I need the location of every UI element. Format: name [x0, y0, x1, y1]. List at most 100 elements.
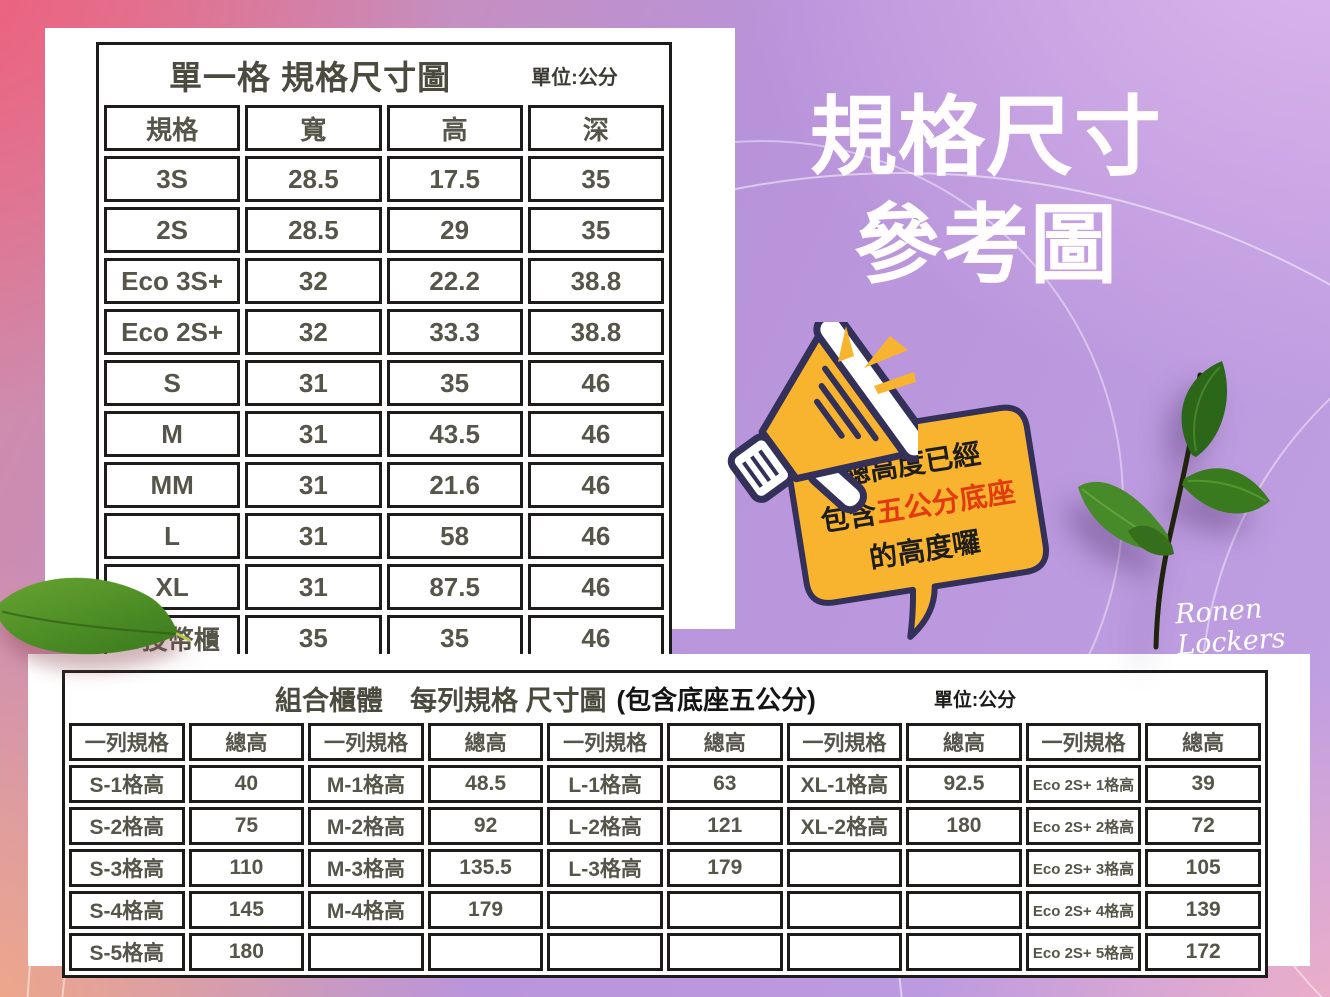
value-cell: 72: [1145, 807, 1261, 845]
spec-cell: [547, 933, 663, 971]
table-row: Eco 3S+ 32 22.2 38.8: [104, 258, 664, 304]
single-spec-table: 單一格 規格尺寸圖 單位:公分 規格寬高深 3S 28.5 17.5 35 2S 28.5 2…: [96, 42, 672, 720]
spec-cell: Eco 2S+ 2格高: [1025, 807, 1142, 845]
combo-spec-table: 組合櫃體 每列規格 尺寸圖 (包含底座五公分) 單位:公分 一列規格 總高 一列規格…: [62, 670, 1268, 978]
spec-cell: M-2格高: [308, 807, 424, 845]
table-row: Eco 2S+ 32 33.3 38.8: [104, 309, 664, 355]
column-header: 總高: [1145, 723, 1261, 761]
value-cell: 31: [245, 513, 382, 559]
spec-cell: MM: [104, 462, 241, 508]
value-cell: 145: [188, 891, 305, 929]
value-cell: 58: [386, 513, 523, 559]
spec-cell: Eco 2S+ 3格高: [1025, 849, 1142, 887]
value-cell: 46: [527, 360, 664, 406]
column-header: 寬: [245, 105, 382, 151]
value-cell: 46: [527, 462, 664, 508]
single-table-title: 單一格 規格尺寸圖: [169, 59, 452, 96]
value-cell: 33.3: [386, 309, 523, 355]
spec-cell: 2S: [104, 207, 241, 253]
column-header: 一列規格: [308, 723, 424, 761]
spec-cell: Eco 2S+: [104, 309, 241, 355]
value-cell: 31: [245, 462, 382, 508]
spec-cell: [308, 933, 424, 971]
spec-cell: Eco 2S+ 4格高: [1025, 891, 1142, 929]
value-cell: 35: [527, 156, 664, 202]
table-row: MM 31 21.6 46: [104, 462, 664, 508]
value-cell: 43.5: [386, 411, 523, 457]
single-table-title-row: 單一格 規格尺寸圖 單位:公分: [104, 50, 664, 100]
spec-cell: S: [104, 360, 241, 406]
single-table-unit: 單位:公分: [531, 66, 618, 89]
value-cell: 180: [188, 933, 305, 971]
value-cell: 38.8: [527, 309, 664, 355]
spec-cell: M: [104, 411, 241, 457]
column-header: 總高: [906, 723, 1022, 761]
spec-cell: Eco 3S+: [104, 258, 241, 304]
value-cell: 87.5: [386, 564, 523, 610]
spec-cell: S-4格高: [69, 891, 185, 929]
spec-cell: [786, 891, 903, 929]
column-header: 高: [386, 105, 523, 151]
page-title: 規格尺寸 參考圖: [770, 84, 1202, 300]
column-header: 總高: [666, 723, 783, 761]
spec-cell: 3S: [104, 156, 241, 202]
value-cell: [906, 891, 1022, 929]
spec-cell: Eco 2S+ 5格高: [1025, 933, 1142, 971]
value-cell: 121: [666, 807, 783, 845]
spec-cell: M-1格高: [308, 765, 424, 803]
table-row: S-2格高 75 M-2格高 92 L-2格高 121 XL-2格高 180 Eco 2S+ 2…: [69, 807, 1261, 845]
single-spec-card: 單一格 規格尺寸圖 單位:公分 規格寬高深 3S 28.5 17.5 35 2S 28.5 2…: [45, 28, 735, 720]
value-cell: 35: [386, 360, 523, 406]
table-row: XL 31 87.5 46: [104, 564, 664, 610]
value-cell: 92.5: [906, 765, 1022, 803]
value-cell: 179: [666, 849, 783, 887]
value-cell: 110: [188, 849, 305, 887]
value-cell: 139: [1145, 891, 1261, 929]
value-cell: 32: [245, 309, 382, 355]
spec-cell: L-2格高: [547, 807, 663, 845]
value-cell: [427, 933, 544, 971]
value-cell: 31: [245, 564, 382, 610]
value-cell: 31: [245, 360, 382, 406]
value-cell: 75: [188, 807, 305, 845]
combo-table-title-row: 組合櫃體 每列規格 尺寸圖 (包含底座五公分) 單位:公分: [69, 677, 1261, 719]
value-cell: [666, 933, 783, 971]
column-header: 總高: [427, 723, 544, 761]
spec-cell: [547, 891, 663, 929]
page-title-line1: 規格尺寸: [810, 89, 1162, 186]
column-header: 一列規格: [1025, 723, 1142, 761]
combo-table-title: 組合櫃體 每列規格 尺寸圖: [275, 685, 607, 716]
value-cell: [906, 849, 1022, 887]
value-cell: 63: [666, 765, 783, 803]
value-cell: 28.5: [245, 156, 382, 202]
table-row: L 31 58 46: [104, 513, 664, 559]
table-row: 3S 28.5 17.5 35: [104, 156, 664, 202]
spec-cell: M-4格高: [308, 891, 424, 929]
brand-signature: Ronen Lockers: [1174, 593, 1287, 662]
spec-cell: [786, 933, 903, 971]
spec-cell: XL-2格高: [786, 807, 903, 845]
value-cell: 22.2: [386, 258, 523, 304]
column-header: 規格: [104, 105, 241, 151]
combo-table-subtitle: (包含底座五公分): [616, 684, 816, 715]
table-row: 2S 28.5 29 35: [104, 207, 664, 253]
value-cell: 28.5: [245, 207, 382, 253]
spec-cell: L-3格高: [547, 849, 663, 887]
value-cell: 29: [386, 207, 523, 253]
combo-table-header-row: 一列規格 總高 一列規格 總高 一列規格 總高 一列規格 總高 一列規格 總高: [69, 723, 1261, 761]
table-row: S-5格高 180 Eco 2S+ 5格高 172: [69, 933, 1261, 971]
table-row: S-1格高 40 M-1格高 48.5 L-1格高 63 XL-1格高 92.5 Eco 2S+…: [69, 765, 1261, 803]
value-cell: 40: [188, 765, 305, 803]
column-header: 一列規格: [69, 723, 185, 761]
plant-sprig-icon: [1078, 361, 1270, 650]
spec-cell: XL-1格高: [786, 765, 903, 803]
spec-cell: S-3格高: [69, 849, 185, 887]
value-cell: 17.5: [386, 156, 523, 202]
value-cell: [666, 891, 783, 929]
column-header: 一列規格: [786, 723, 903, 761]
table-row: S-4格高 145 M-4格高 179 Eco 2S+ 4格高 139: [69, 891, 1261, 929]
combo-table-unit: 單位:公分: [933, 689, 1017, 711]
table-row: S-3格高 110 M-3格高 135.5 L-3格高 179 Eco 2S+ 3格高 105: [69, 849, 1261, 887]
page-title-line2: 參考圖: [854, 196, 1118, 294]
